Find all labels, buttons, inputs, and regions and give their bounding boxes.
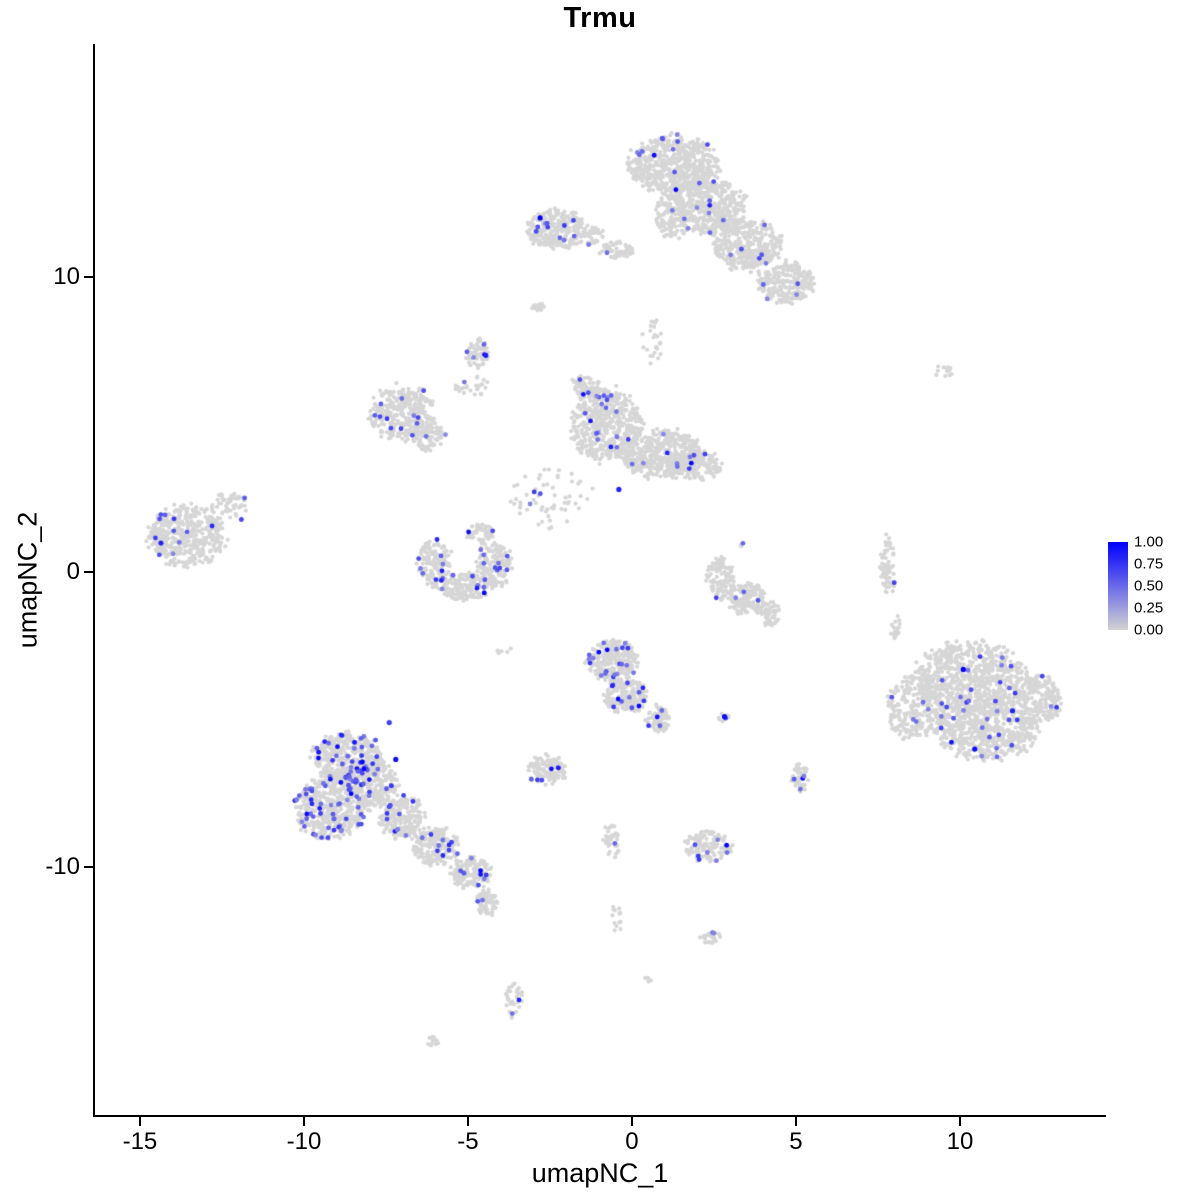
y-axis-line <box>93 44 95 1117</box>
legend-tick-label: 0.25 <box>1134 599 1164 617</box>
x-tick-label: -15 <box>122 1128 158 1155</box>
x-tick-mark <box>630 1117 633 1126</box>
x-tick-mark <box>302 1117 305 1126</box>
legend-tick-label: 0.50 <box>1134 577 1164 595</box>
legend-tick-label: 1.00 <box>1134 533 1164 551</box>
x-tick-mark <box>466 1117 469 1126</box>
x-axis-line <box>93 1115 1106 1117</box>
legend-gradient-bar <box>1108 542 1128 630</box>
y-tick-mark <box>84 571 93 574</box>
y-tick-mark <box>84 275 93 278</box>
x-tick-mark <box>138 1117 141 1126</box>
x-tick-mark <box>794 1117 797 1126</box>
legend-tick-label: 0.75 <box>1134 555 1164 573</box>
x-tick-label: 10 <box>946 1128 974 1155</box>
x-tick-label: 5 <box>789 1128 803 1155</box>
legend-tick-label: 0.00 <box>1134 621 1164 639</box>
y-tick-label: -10 <box>45 853 80 881</box>
y-axis-title: umapNC_2 <box>12 511 43 649</box>
x-tick-label: 0 <box>625 1128 639 1155</box>
y-tick-mark <box>84 866 93 869</box>
y-tick-label: 0 <box>66 558 80 586</box>
y-tick-label: 10 <box>53 262 80 290</box>
plot-title: Trmu <box>563 2 637 34</box>
x-tick-mark <box>959 1117 961 1126</box>
x-tick-label: -5 <box>457 1128 479 1155</box>
expression-legend: 1.00 0.75 0.50 0.25 0.00 <box>1108 535 1198 639</box>
x-tick-label: -10 <box>286 1128 322 1155</box>
x-axis-title: umapNC_1 <box>531 1158 669 1188</box>
